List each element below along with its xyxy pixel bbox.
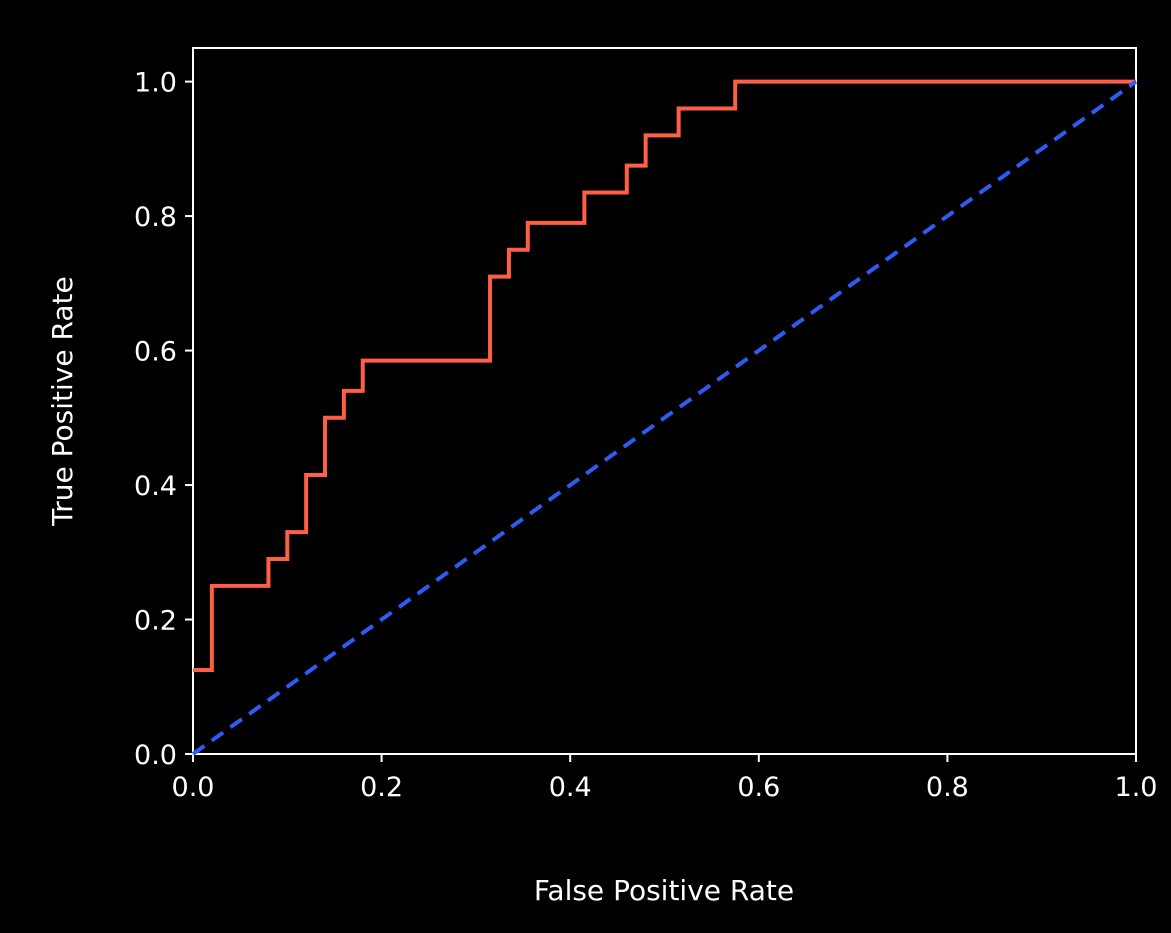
- chance-diagonal-line: [191, 79, 1138, 756]
- x-tick-label: 0.8: [926, 772, 969, 803]
- x-tick-label: 0.4: [549, 772, 592, 803]
- x-axis-label: False Positive Rate: [534, 874, 794, 907]
- y-tick-label: 0.0: [134, 740, 177, 771]
- tick-group: 0.0 0.2 0.4 0.6 0.8 1.0 0.0 0.2 0.4 0.6 0.8 1.0: [134, 68, 1157, 803]
- y-tick-label: 0.4: [134, 471, 177, 502]
- y-tick-label: 0.8: [134, 202, 177, 233]
- y-axis-label: True Positive Rate: [46, 276, 79, 526]
- x-tick-label: 0.2: [360, 772, 403, 803]
- roc-curve-line: [193, 79, 1136, 672]
- plot-frame: [192, 47, 1137, 755]
- x-tick-label: 0.0: [172, 772, 215, 803]
- y-tick-label: 0.2: [134, 606, 177, 637]
- y-tick-label: 1.0: [134, 68, 177, 99]
- y-tick-label: 0.6: [134, 337, 177, 368]
- x-tick-label: 1.0: [1115, 772, 1158, 803]
- series-group: [191, 79, 1138, 756]
- x-tick-label: 0.6: [737, 772, 780, 803]
